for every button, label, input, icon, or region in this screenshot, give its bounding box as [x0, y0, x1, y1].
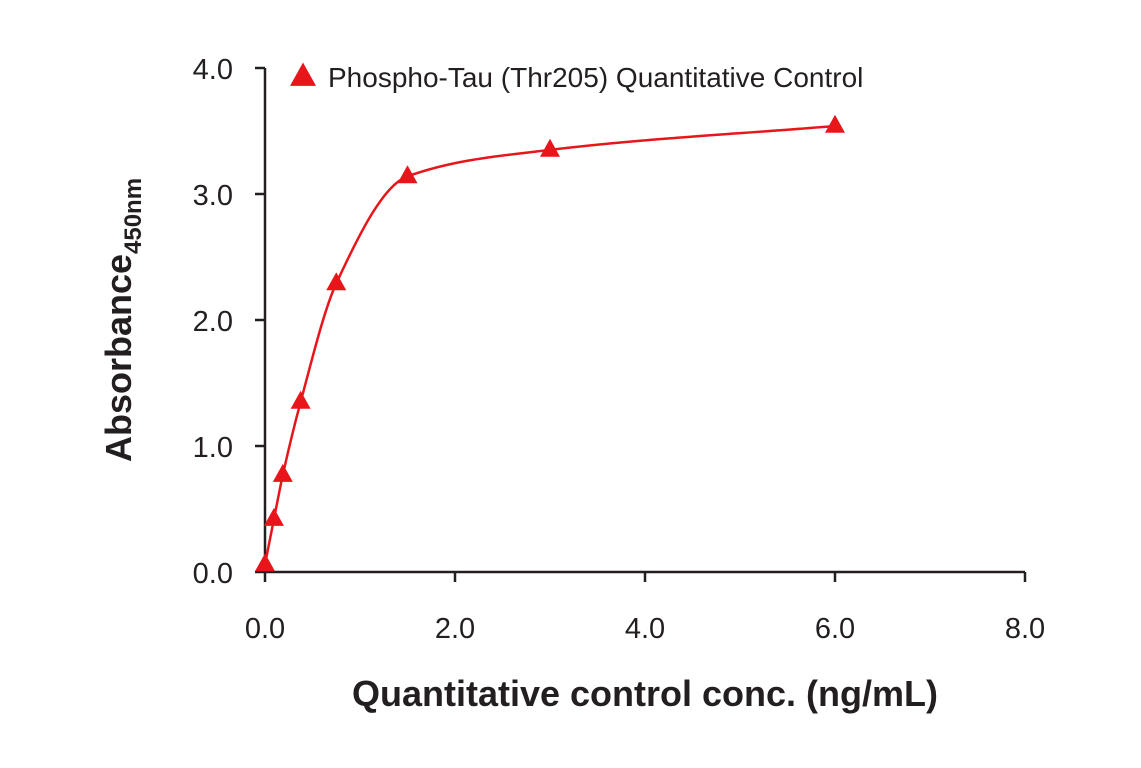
data-point — [263, 507, 284, 526]
data-point — [540, 138, 560, 157]
x-tick-label: 8.0 — [1005, 613, 1045, 645]
fit-curve — [263, 124, 836, 565]
legend-label: Phospho-Tau (Thr205) Quantitative Contro… — [328, 62, 863, 93]
data-point — [326, 272, 347, 291]
data-points — [255, 114, 845, 572]
y-tick-label: 4.0 — [193, 54, 233, 86]
axes — [263, 68, 1025, 574]
y-tick-label: 0.0 — [193, 558, 233, 590]
tick-labels: 0.0 2.0 4.0 6.0 8.0 0.0 1.0 2.0 3.0 4.0 — [193, 54, 1045, 645]
y-tick-label: 2.0 — [193, 306, 233, 338]
data-point — [290, 390, 311, 409]
legend: Phospho-Tau (Thr205) Quantitative Contro… — [290, 62, 863, 93]
data-point — [397, 165, 418, 184]
y-tick-label: 1.0 — [193, 432, 233, 464]
x-axis-title: Quantitative control conc. (ng/mL) — [352, 673, 938, 714]
y-axis-title: Absorbance450nm — [98, 178, 147, 462]
x-tick-label: 0.0 — [245, 613, 285, 645]
tick-marks — [255, 66, 1027, 582]
y-axis-title-main: Absorbance — [98, 254, 139, 462]
y-axis-title-subscript: 450nm — [120, 178, 147, 254]
x-tick-label: 6.0 — [815, 613, 855, 645]
x-tick-label: 2.0 — [435, 613, 475, 645]
data-point — [272, 463, 293, 482]
data-point — [255, 553, 275, 572]
y-tick-label: 3.0 — [193, 180, 233, 212]
x-tick-label: 4.0 — [625, 613, 665, 645]
data-point — [825, 114, 845, 133]
legend-marker — [290, 62, 316, 86]
